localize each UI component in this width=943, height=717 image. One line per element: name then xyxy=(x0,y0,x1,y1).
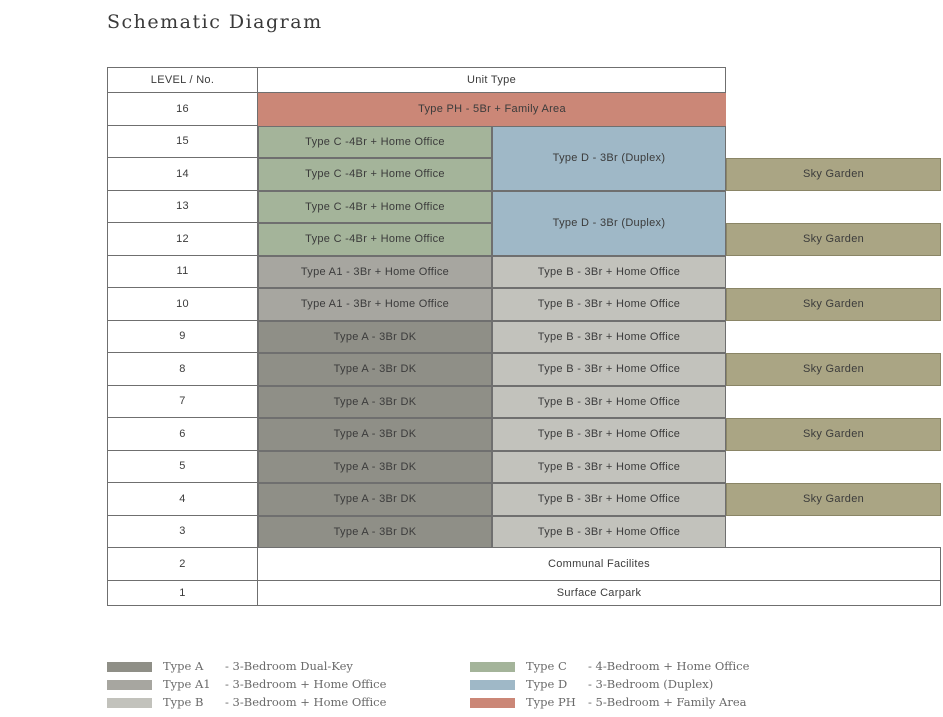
level-cell: 2 xyxy=(107,547,258,581)
legend-description: - 3-Bedroom + Home Office xyxy=(225,695,387,709)
level-cell: 1 xyxy=(107,579,258,606)
unit-type-b: Type B - 3Br + Home Office xyxy=(492,385,726,418)
legend-swatch xyxy=(107,698,152,708)
level-cell: 4 xyxy=(107,482,258,516)
header-unit-type: Unit Type xyxy=(257,67,726,93)
unit-type-a: Type A - 3Br DK xyxy=(258,320,492,353)
legend-swatch xyxy=(107,680,152,690)
level-cell: 9 xyxy=(107,319,258,353)
legend-code: Type PH xyxy=(526,695,576,709)
level-cell: 15 xyxy=(107,124,258,158)
sky-garden: Sky Garden xyxy=(726,288,941,321)
sky-garden: Sky Garden xyxy=(726,158,941,191)
legend-description: - 3-Bedroom Dual-Key xyxy=(225,659,353,673)
surface-carpark: Surface Carpark xyxy=(257,579,941,606)
level-cell: 8 xyxy=(107,352,258,386)
unit-type-d: Type D - 3Br (Duplex) xyxy=(492,190,726,256)
unit-type-b: Type B - 3Br + Home Office xyxy=(492,288,726,321)
level-cell: 5 xyxy=(107,449,258,483)
unit-type-c: Type C -4Br + Home Office xyxy=(258,223,492,256)
legend-swatch xyxy=(470,698,515,708)
unit-type-b: Type B - 3Br + Home Office xyxy=(492,483,726,516)
header-level: LEVEL / No. xyxy=(107,67,258,93)
unit-type-ph: Type PH - 5Br + Family Area xyxy=(258,93,726,126)
unit-type-a: Type A - 3Br DK xyxy=(258,353,492,386)
legend-code: Type A1 xyxy=(163,677,211,691)
unit-type-c: Type C -4Br + Home Office xyxy=(258,190,492,223)
level-cell: 3 xyxy=(107,514,258,548)
unit-type-d: Type D - 3Br (Duplex) xyxy=(492,125,726,191)
level-cell: 10 xyxy=(107,287,258,321)
legend-swatch xyxy=(107,662,152,672)
legend-description: - 3-Bedroom (Duplex) xyxy=(588,677,714,691)
level-cell: 12 xyxy=(107,222,258,256)
unit-type-c: Type C -4Br + Home Office xyxy=(258,125,492,158)
legend-code: Type B xyxy=(163,695,204,709)
unit-type-b: Type B - 3Br + Home Office xyxy=(492,515,726,548)
sky-garden: Sky Garden xyxy=(726,223,941,256)
unit-type-b: Type B - 3Br + Home Office xyxy=(492,320,726,353)
legend-code: Type C xyxy=(526,659,567,673)
sky-garden: Sky Garden xyxy=(726,353,941,386)
legend-description: - 4-Bedroom + Home Office xyxy=(588,659,750,673)
level-cell: 6 xyxy=(107,417,258,451)
unit-type-a1: Type A1 - 3Br + Home Office xyxy=(258,255,492,288)
unit-type-b: Type B - 3Br + Home Office xyxy=(492,450,726,483)
unit-type-a: Type A - 3Br DK xyxy=(258,483,492,516)
legend-description: - 5-Bedroom + Family Area xyxy=(588,695,747,709)
unit-type-a: Type A - 3Br DK xyxy=(258,515,492,548)
level-cell: 14 xyxy=(107,157,258,191)
sky-garden: Sky Garden xyxy=(726,483,941,516)
legend-swatch xyxy=(470,662,515,672)
unit-type-a: Type A - 3Br DK xyxy=(258,418,492,451)
unit-type-a: Type A - 3Br DK xyxy=(258,385,492,418)
unit-type-a1: Type A1 - 3Br + Home Office xyxy=(258,288,492,321)
legend-swatch xyxy=(470,680,515,690)
legend-description: - 3-Bedroom + Home Office xyxy=(225,677,387,691)
unit-type-c: Type C -4Br + Home Office xyxy=(258,158,492,191)
level-cell: 16 xyxy=(107,92,258,126)
unit-type-b: Type B - 3Br + Home Office xyxy=(492,353,726,386)
legend-code: Type A xyxy=(163,659,204,673)
legend-code: Type D xyxy=(526,677,568,691)
unit-type-b: Type B - 3Br + Home Office xyxy=(492,255,726,288)
sky-garden: Sky Garden xyxy=(726,418,941,451)
unit-type-b: Type B - 3Br + Home Office xyxy=(492,418,726,451)
unit-type-a: Type A - 3Br DK xyxy=(258,450,492,483)
level-cell: 13 xyxy=(107,189,258,223)
level-cell: 7 xyxy=(107,384,258,418)
level-cell: 11 xyxy=(107,254,258,288)
diagram-title: Schematic Diagram xyxy=(107,11,323,33)
communal-facilities: Communal Facilites xyxy=(257,547,941,581)
